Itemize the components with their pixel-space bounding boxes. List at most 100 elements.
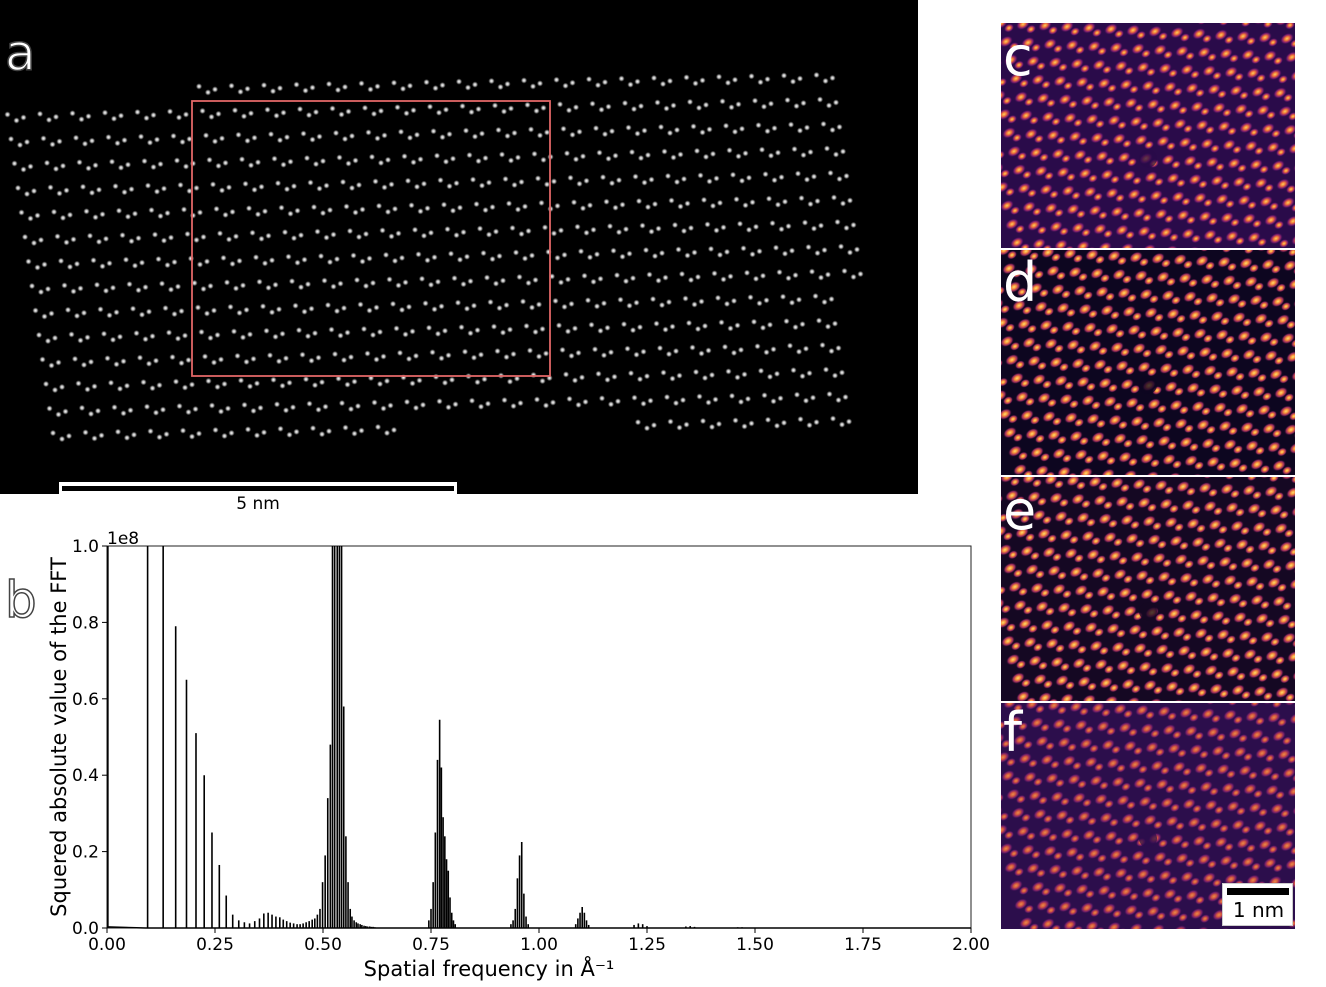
atom-column bbox=[1001, 199, 1014, 212]
atom-column bbox=[1222, 274, 1236, 287]
atom-column bbox=[1236, 30, 1250, 43]
atom-column bbox=[1123, 873, 1135, 883]
atom-column bbox=[1175, 314, 1187, 324]
atom-dot bbox=[520, 77, 528, 84]
atom-column bbox=[1207, 488, 1219, 498]
atom-column bbox=[1178, 541, 1190, 551]
atom-column bbox=[1281, 601, 1293, 611]
atom-column bbox=[1151, 252, 1165, 265]
atom-column bbox=[1040, 753, 1054, 766]
atom-column bbox=[1244, 140, 1258, 152]
atom-column bbox=[1287, 250, 1295, 257]
atom-dot bbox=[325, 428, 333, 435]
atom-dot bbox=[68, 331, 75, 338]
atom-dot bbox=[701, 374, 709, 382]
atom-column bbox=[1079, 871, 1091, 881]
atom-dot bbox=[403, 110, 410, 117]
atom-column bbox=[1190, 369, 1202, 379]
atom-dot bbox=[20, 166, 27, 173]
atom-dot bbox=[590, 278, 597, 285]
atom-column bbox=[1103, 664, 1115, 674]
atom-column bbox=[1144, 306, 1158, 319]
atom-dot bbox=[238, 156, 246, 163]
atom-column bbox=[1291, 505, 1295, 517]
atom-column bbox=[1176, 614, 1188, 624]
atom-column bbox=[1042, 679, 1054, 689]
atom-dot bbox=[380, 405, 387, 412]
atom-column bbox=[1099, 273, 1111, 283]
atom-column bbox=[1291, 233, 1295, 246]
atom-dot bbox=[530, 371, 537, 379]
atom-dot bbox=[810, 225, 818, 232]
atom-column bbox=[1175, 45, 1189, 57]
atom-column bbox=[1106, 890, 1118, 900]
atom-column bbox=[1265, 784, 1279, 797]
atom-dot bbox=[455, 78, 463, 85]
atom-dot bbox=[831, 320, 839, 327]
atom-dot bbox=[69, 110, 76, 117]
atom-dot bbox=[85, 165, 92, 172]
atom-column bbox=[1094, 658, 1108, 671]
atom-dot bbox=[614, 398, 622, 405]
atom-column bbox=[1011, 133, 1023, 143]
atom-dot bbox=[528, 304, 536, 311]
atom-column bbox=[1260, 765, 1274, 778]
atom-dot bbox=[296, 105, 304, 113]
atom-column bbox=[1234, 372, 1246, 382]
atom-column bbox=[1065, 846, 1079, 859]
atom-column bbox=[1104, 830, 1118, 842]
atom-column bbox=[1034, 300, 1048, 313]
atom-column bbox=[1253, 146, 1265, 156]
atom-dot bbox=[16, 141, 24, 149]
atom-dot bbox=[468, 397, 476, 404]
atom-column bbox=[1276, 583, 1288, 593]
atom-column bbox=[1124, 97, 1138, 109]
atom-column bbox=[1146, 367, 1158, 377]
atom-dot bbox=[381, 184, 388, 191]
atom-dot bbox=[429, 349, 436, 356]
atom-column bbox=[1156, 271, 1170, 283]
atom-dot bbox=[788, 247, 796, 254]
atom-dot bbox=[87, 410, 95, 418]
atom-column bbox=[1061, 453, 1073, 464]
atom-dot bbox=[714, 294, 722, 302]
atom-dot bbox=[146, 139, 154, 146]
atom-column bbox=[1278, 510, 1290, 520]
atom-column bbox=[1154, 479, 1168, 492]
atom-column bbox=[1217, 256, 1231, 268]
atom-dot bbox=[52, 113, 60, 121]
atom-dot bbox=[346, 227, 354, 235]
atom-column bbox=[1057, 601, 1071, 614]
atom-dot bbox=[687, 276, 695, 284]
atom-dot bbox=[413, 183, 421, 190]
atom-column bbox=[1024, 128, 1038, 140]
atom-dot bbox=[506, 326, 514, 333]
atom-dot bbox=[399, 85, 407, 93]
atom-dot bbox=[420, 180, 428, 187]
atom-column bbox=[1145, 470, 1159, 475]
atom-dot bbox=[617, 296, 624, 303]
atom-column bbox=[1244, 544, 1256, 555]
atom-column bbox=[1284, 827, 1295, 837]
atom-dot bbox=[391, 205, 399, 213]
atom-column bbox=[1137, 225, 1151, 238]
atom-dot bbox=[88, 189, 96, 196]
atom-column bbox=[1003, 830, 1015, 840]
atom-column bbox=[1075, 481, 1087, 491]
atom-column bbox=[1102, 500, 1114, 510]
atom-column bbox=[1205, 156, 1219, 168]
atom-dot bbox=[339, 178, 347, 186]
atom-dot bbox=[123, 382, 131, 389]
atom-column bbox=[1173, 925, 1187, 929]
atom-column bbox=[1015, 526, 1029, 539]
atom-dot bbox=[21, 233, 29, 241]
atom-column bbox=[1022, 605, 1034, 615]
atom-dot bbox=[261, 208, 269, 215]
atom-column bbox=[1273, 491, 1285, 501]
atom-column bbox=[1023, 97, 1035, 107]
atom-dot bbox=[367, 86, 374, 93]
atom-dot bbox=[198, 328, 205, 336]
atom-dot bbox=[275, 358, 283, 365]
atom-column bbox=[1154, 208, 1168, 220]
atom-column bbox=[1034, 165, 1048, 177]
